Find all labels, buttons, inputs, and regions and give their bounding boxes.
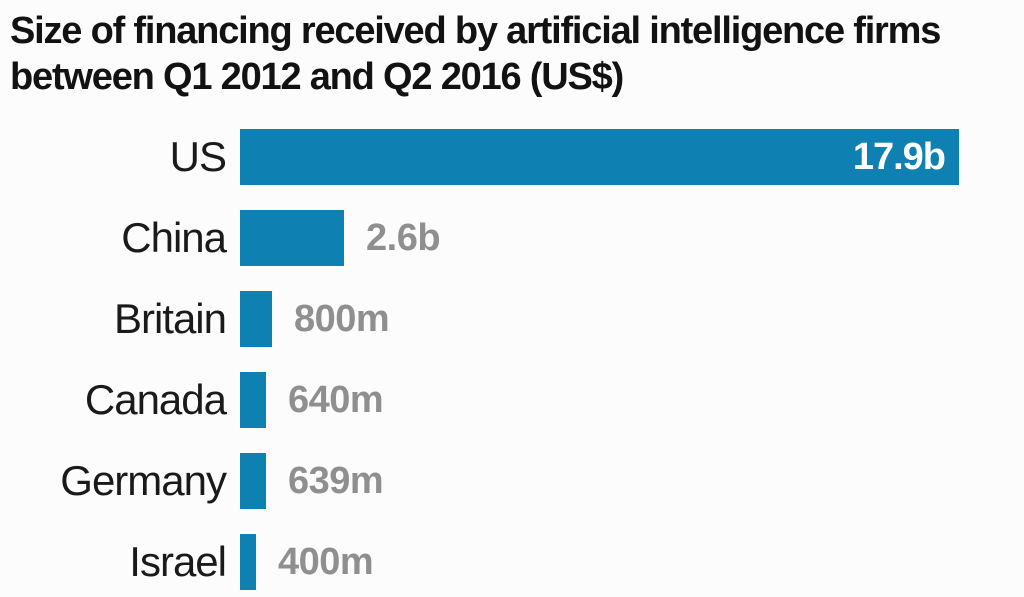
category-label: US	[169, 133, 227, 180]
category-label: Britain	[113, 295, 227, 342]
bar-track: 640m	[240, 372, 1024, 428]
bar-track: 2.6b	[240, 210, 1024, 266]
value-label: 640m	[288, 379, 384, 421]
value-label: 639m	[288, 460, 384, 502]
category-label: Israel	[129, 538, 227, 585]
bar-chart-area: US 17.9b China 2.6b Britain 800m Canada	[0, 129, 1024, 597]
bar-row: Canada 640m	[0, 372, 1024, 428]
bar-track: 400m	[240, 534, 1024, 590]
category-label: Germany	[60, 457, 227, 504]
bar-row: China 2.6b	[0, 210, 1024, 266]
category-label: Canada	[84, 376, 227, 423]
bar: 17.9b	[240, 129, 959, 185]
bar	[240, 291, 272, 347]
bar	[240, 534, 256, 590]
bar	[240, 372, 266, 428]
bar	[240, 210, 344, 266]
value-label: 400m	[278, 541, 374, 583]
bar-track: 17.9b	[240, 129, 1024, 185]
value-label: 2.6b	[366, 217, 441, 259]
bar-row: US 17.9b	[0, 129, 1024, 185]
category-label: China	[121, 214, 227, 261]
value-label-inside: 17.9b	[852, 135, 946, 178]
bar-track: 800m	[240, 291, 1024, 347]
value-label: 800m	[294, 298, 390, 340]
bar-row: Britain 800m	[0, 291, 1024, 347]
bar	[240, 453, 266, 509]
bar-row: Germany 639m	[0, 453, 1024, 509]
bar-track: 639m	[240, 453, 1024, 509]
bar-row: Israel 400m	[0, 534, 1024, 590]
chart-title: Size of financing received by artificial…	[10, 10, 941, 99]
